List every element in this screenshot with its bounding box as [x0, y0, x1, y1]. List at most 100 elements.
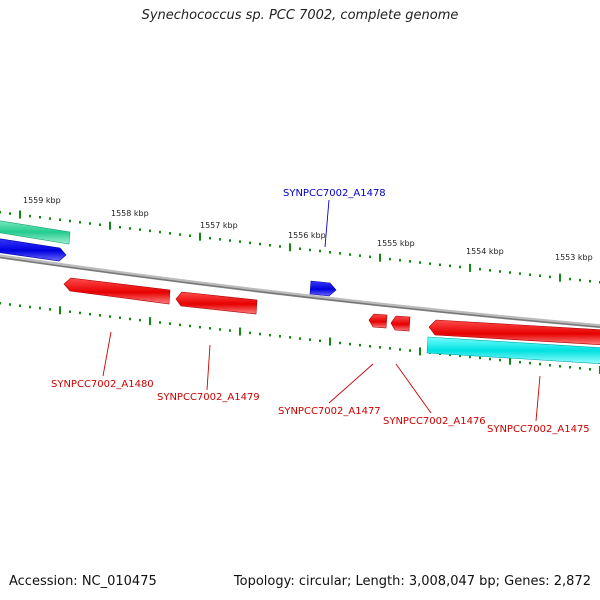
inner-track-minor-tick: [589, 368, 591, 371]
outer-track-minor-tick: [389, 257, 391, 261]
outer-track-minor-tick: [339, 252, 341, 255]
gene-label-a1476[interactable]: SYNPCC7002_A1476: [383, 416, 486, 427]
outer-track-minor-tick: [0, 211, 1, 214]
outer-track-minor-tick: [369, 255, 371, 259]
inner-track-minor-tick: [169, 322, 171, 325]
outer-track-minor-tick: [39, 216, 41, 219]
gene-label-a1479[interactable]: SYNPCC7002_A1479: [157, 392, 260, 403]
outer-track-minor-tick: [419, 261, 421, 264]
inner-track-minor-tick: [449, 353, 451, 357]
outer-track-minor-tick: [169, 232, 171, 235]
outer-track-minor-tick: [29, 214, 31, 218]
inner-track-minor-tick: [499, 358, 501, 362]
inner-track-minor-tick: [259, 332, 261, 336]
kbp-label-1556: 1556 kbp: [288, 231, 326, 240]
gene-synpcc7002-a1477[interactable]: [368, 313, 388, 329]
outer-track-minor-tick: [589, 279, 591, 283]
rna-feature-inner[interactable]: [426, 336, 600, 364]
gene-label-a1480[interactable]: SYNPCC7002_A1480: [51, 379, 154, 390]
inner-track-minor-tick: [119, 316, 121, 319]
gene-label-a1478[interactable]: SYNPCC7002_A1478: [283, 188, 386, 199]
inner-track-minor-tick: [129, 317, 131, 321]
inner-track-minor-tick: [219, 328, 221, 331]
gene-forward-left-edge[interactable]: [0, 238, 67, 262]
inner-track-minor-tick: [569, 366, 571, 369]
kbp-label-1559: 1559 kbp: [23, 196, 61, 205]
inner-track-minor-tick: [79, 311, 81, 315]
inner-track-minor-tick: [0, 302, 1, 305]
inner-track-major-tick: [239, 327, 241, 336]
accession-text: Accession: NC_010475: [9, 574, 157, 589]
inner-track-minor-tick: [399, 348, 401, 351]
inner-track-minor-tick: [309, 338, 311, 341]
inner-track-minor-tick: [189, 324, 191, 328]
inner-track-major-tick: [149, 317, 151, 326]
outer-track-major-tick: [199, 232, 201, 241]
genome-backbone: [0, 254, 600, 329]
inner-track-minor-tick: [409, 349, 411, 352]
outer-track-minor-tick: [179, 233, 181, 236]
genome-summary-text: Topology: circular; Length: 3,008,047 bp…: [233, 574, 591, 589]
inner-track-minor-tick: [9, 303, 11, 306]
inner-track-minor-tick: [279, 335, 281, 338]
gene-synpcc7002-a1479[interactable]: [175, 291, 258, 315]
gene-synpcc7002-a1480[interactable]: [63, 277, 171, 305]
outer-track-minor-tick: [279, 245, 281, 248]
inner-track-minor-tick: [289, 336, 291, 339]
kbp-label-1554: 1554 kbp: [466, 247, 504, 256]
outer-track-minor-tick: [149, 229, 151, 233]
outer-track-minor-tick: [209, 236, 211, 240]
inner-track-minor-tick: [379, 346, 381, 349]
outer-track-minor-tick: [439, 263, 441, 266]
outer-track-minor-tick: [459, 265, 461, 269]
outer-track-minor-tick: [249, 241, 251, 245]
outer-track-major-tick: [19, 210, 21, 219]
outer-track-major-tick: [289, 243, 291, 252]
outer-track-minor-tick: [549, 275, 551, 279]
label-leaders: [102, 199, 541, 422]
rna-feature-outer[interactable]: [0, 220, 71, 245]
inner-track-minor-tick: [139, 318, 141, 322]
gene-label-a1477[interactable]: SYNPCC7002_A1477: [278, 406, 381, 417]
inner-track-minor-tick: [99, 314, 101, 317]
gene-label-a1475[interactable]: SYNPCC7002_A1475: [487, 424, 590, 435]
outer-track-minor-tick: [9, 212, 11, 215]
inner-track-minor-tick: [69, 310, 71, 313]
inner-track-minor-tick: [39, 306, 41, 310]
inner-track-minor-tick: [579, 367, 581, 370]
outer-track-minor-tick: [479, 268, 481, 271]
outer-track-minor-tick: [579, 278, 581, 282]
outer-scale-track: [0, 210, 600, 284]
outer-track-minor-tick: [269, 244, 271, 247]
outer-track-minor-tick: [119, 226, 121, 229]
inner-track-minor-tick: [559, 365, 561, 368]
inner-track-minor-tick: [319, 339, 321, 342]
inner-track-minor-tick: [529, 361, 531, 365]
inner-track-minor-tick: [389, 347, 391, 350]
kbp-label-1553: 1553 kbp: [555, 253, 593, 262]
outer-track-minor-tick: [489, 269, 491, 272]
outer-track-minor-tick: [519, 272, 521, 275]
outer-track-minor-tick: [509, 271, 511, 274]
outer-track-minor-tick: [309, 248, 311, 252]
outer-track-minor-tick: [359, 254, 361, 257]
gene-synpcc7002-a1478[interactable]: [309, 280, 337, 297]
inner-track-minor-tick: [209, 327, 211, 330]
outer-track-minor-tick: [319, 249, 321, 253]
inner-track-minor-tick: [89, 312, 91, 316]
gene-synpcc7002-a1476[interactable]: [390, 315, 411, 332]
outer-track-major-tick: [379, 253, 381, 262]
outer-track-minor-tick: [349, 253, 351, 256]
inner-track-minor-tick: [269, 333, 271, 337]
inner-track-minor-tick: [249, 331, 251, 335]
outer-track-minor-tick: [409, 260, 411, 263]
inner-track-minor-tick: [369, 345, 371, 348]
inner-track-minor-tick: [349, 342, 351, 346]
gene-synpcc7002-a1475[interactable]: [428, 319, 600, 346]
outer-track-minor-tick: [139, 228, 141, 231]
inner-track-major-tick: [329, 337, 331, 346]
outer-track-minor-tick: [129, 227, 131, 230]
outer-track-minor-tick: [259, 242, 261, 246]
outer-track-major-tick: [109, 221, 111, 230]
